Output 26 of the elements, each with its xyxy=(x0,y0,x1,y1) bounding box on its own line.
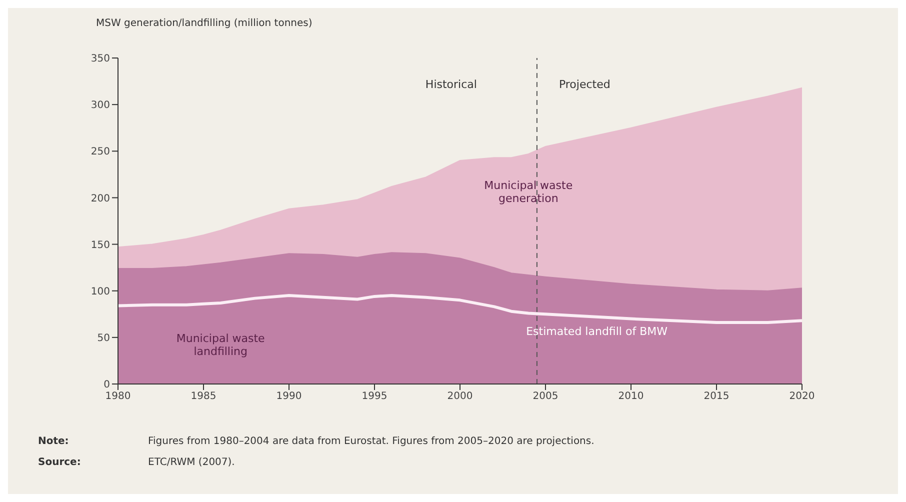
y-tick-label: 0 xyxy=(104,380,110,391)
series-label: Municipal waste generation xyxy=(483,178,574,205)
x-tick-label: 2000 xyxy=(447,391,473,402)
x-tick-label: 1985 xyxy=(190,391,216,402)
line-series xyxy=(118,294,802,324)
x-tick-label: 2010 xyxy=(618,391,644,402)
y-tick-label: 300 xyxy=(90,100,110,112)
y-axis-title: MSW generation/landfilling (million tonnes) xyxy=(96,18,312,29)
series-label: Municipal waste landfilling xyxy=(175,332,266,358)
text: Note: Figures from 1980–2004 are data from Eurostat. Figures from 2005–2020 are projections. xyxy=(38,436,594,447)
series-label: Estimated landfill of BMW xyxy=(525,325,668,338)
y-tick-label: 150 xyxy=(90,240,110,251)
y-tick-label: 50 xyxy=(97,332,110,344)
x-tick-label: 1980 xyxy=(105,391,131,402)
x-tick-label: 2005 xyxy=(532,391,558,402)
y-tick-label: 350 xyxy=(90,54,110,65)
annotation: Projected xyxy=(558,78,610,91)
x-tick-label: 1995 xyxy=(362,391,388,402)
text: Source: ETC/RWM (2007). xyxy=(38,457,235,468)
y-tick-label: 200 xyxy=(90,193,110,204)
y-tick-label: 100 xyxy=(90,286,110,298)
x-tick-label: 2015 xyxy=(704,391,730,402)
annotation: Historical xyxy=(425,78,477,91)
y-tick-label: 250 xyxy=(90,146,110,158)
x-tick-label: 1990 xyxy=(276,391,302,402)
x-tick-label: 2020 xyxy=(789,391,815,402)
